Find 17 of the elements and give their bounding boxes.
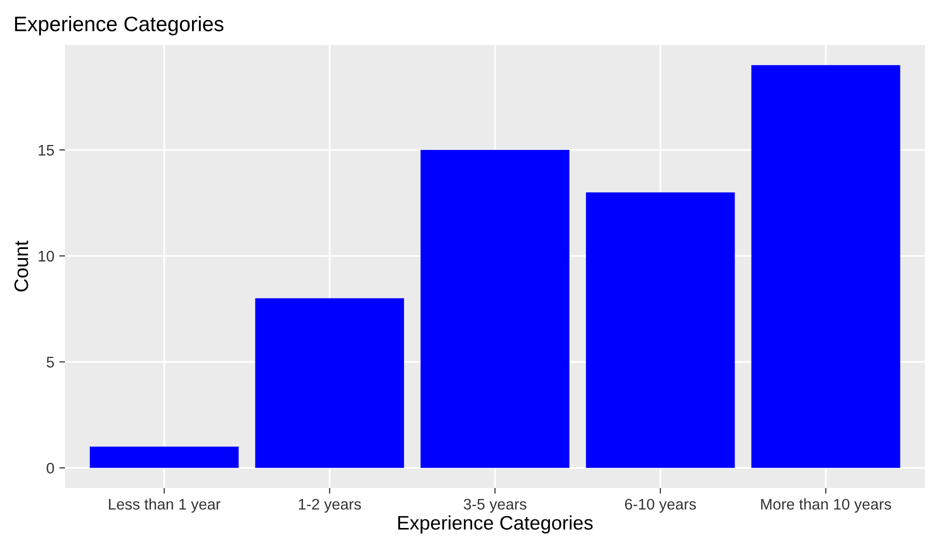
bar [255,298,404,468]
bar [90,446,239,468]
y-tick-label: 10 [38,250,54,262]
chart-title: Experience Categories [15,16,224,36]
y-axis-title: Count [14,240,28,292]
x-tick-label: 6-10 years [625,498,696,513]
y-tick-label: 15 [38,144,54,156]
x-tick-label: 3-5 years [464,498,526,513]
bar [751,65,900,468]
bar [586,192,735,468]
x-tick-label: More than 10 years [761,498,892,513]
x-tick-label: Less than 1 year [109,498,220,513]
x-axis-title: Experience Categories [398,515,593,534]
bar [420,150,570,468]
x-tick-label: 1-2 years [298,498,361,513]
y-tick-label: 5 [46,356,54,368]
y-tick-label: 0 [46,462,54,474]
